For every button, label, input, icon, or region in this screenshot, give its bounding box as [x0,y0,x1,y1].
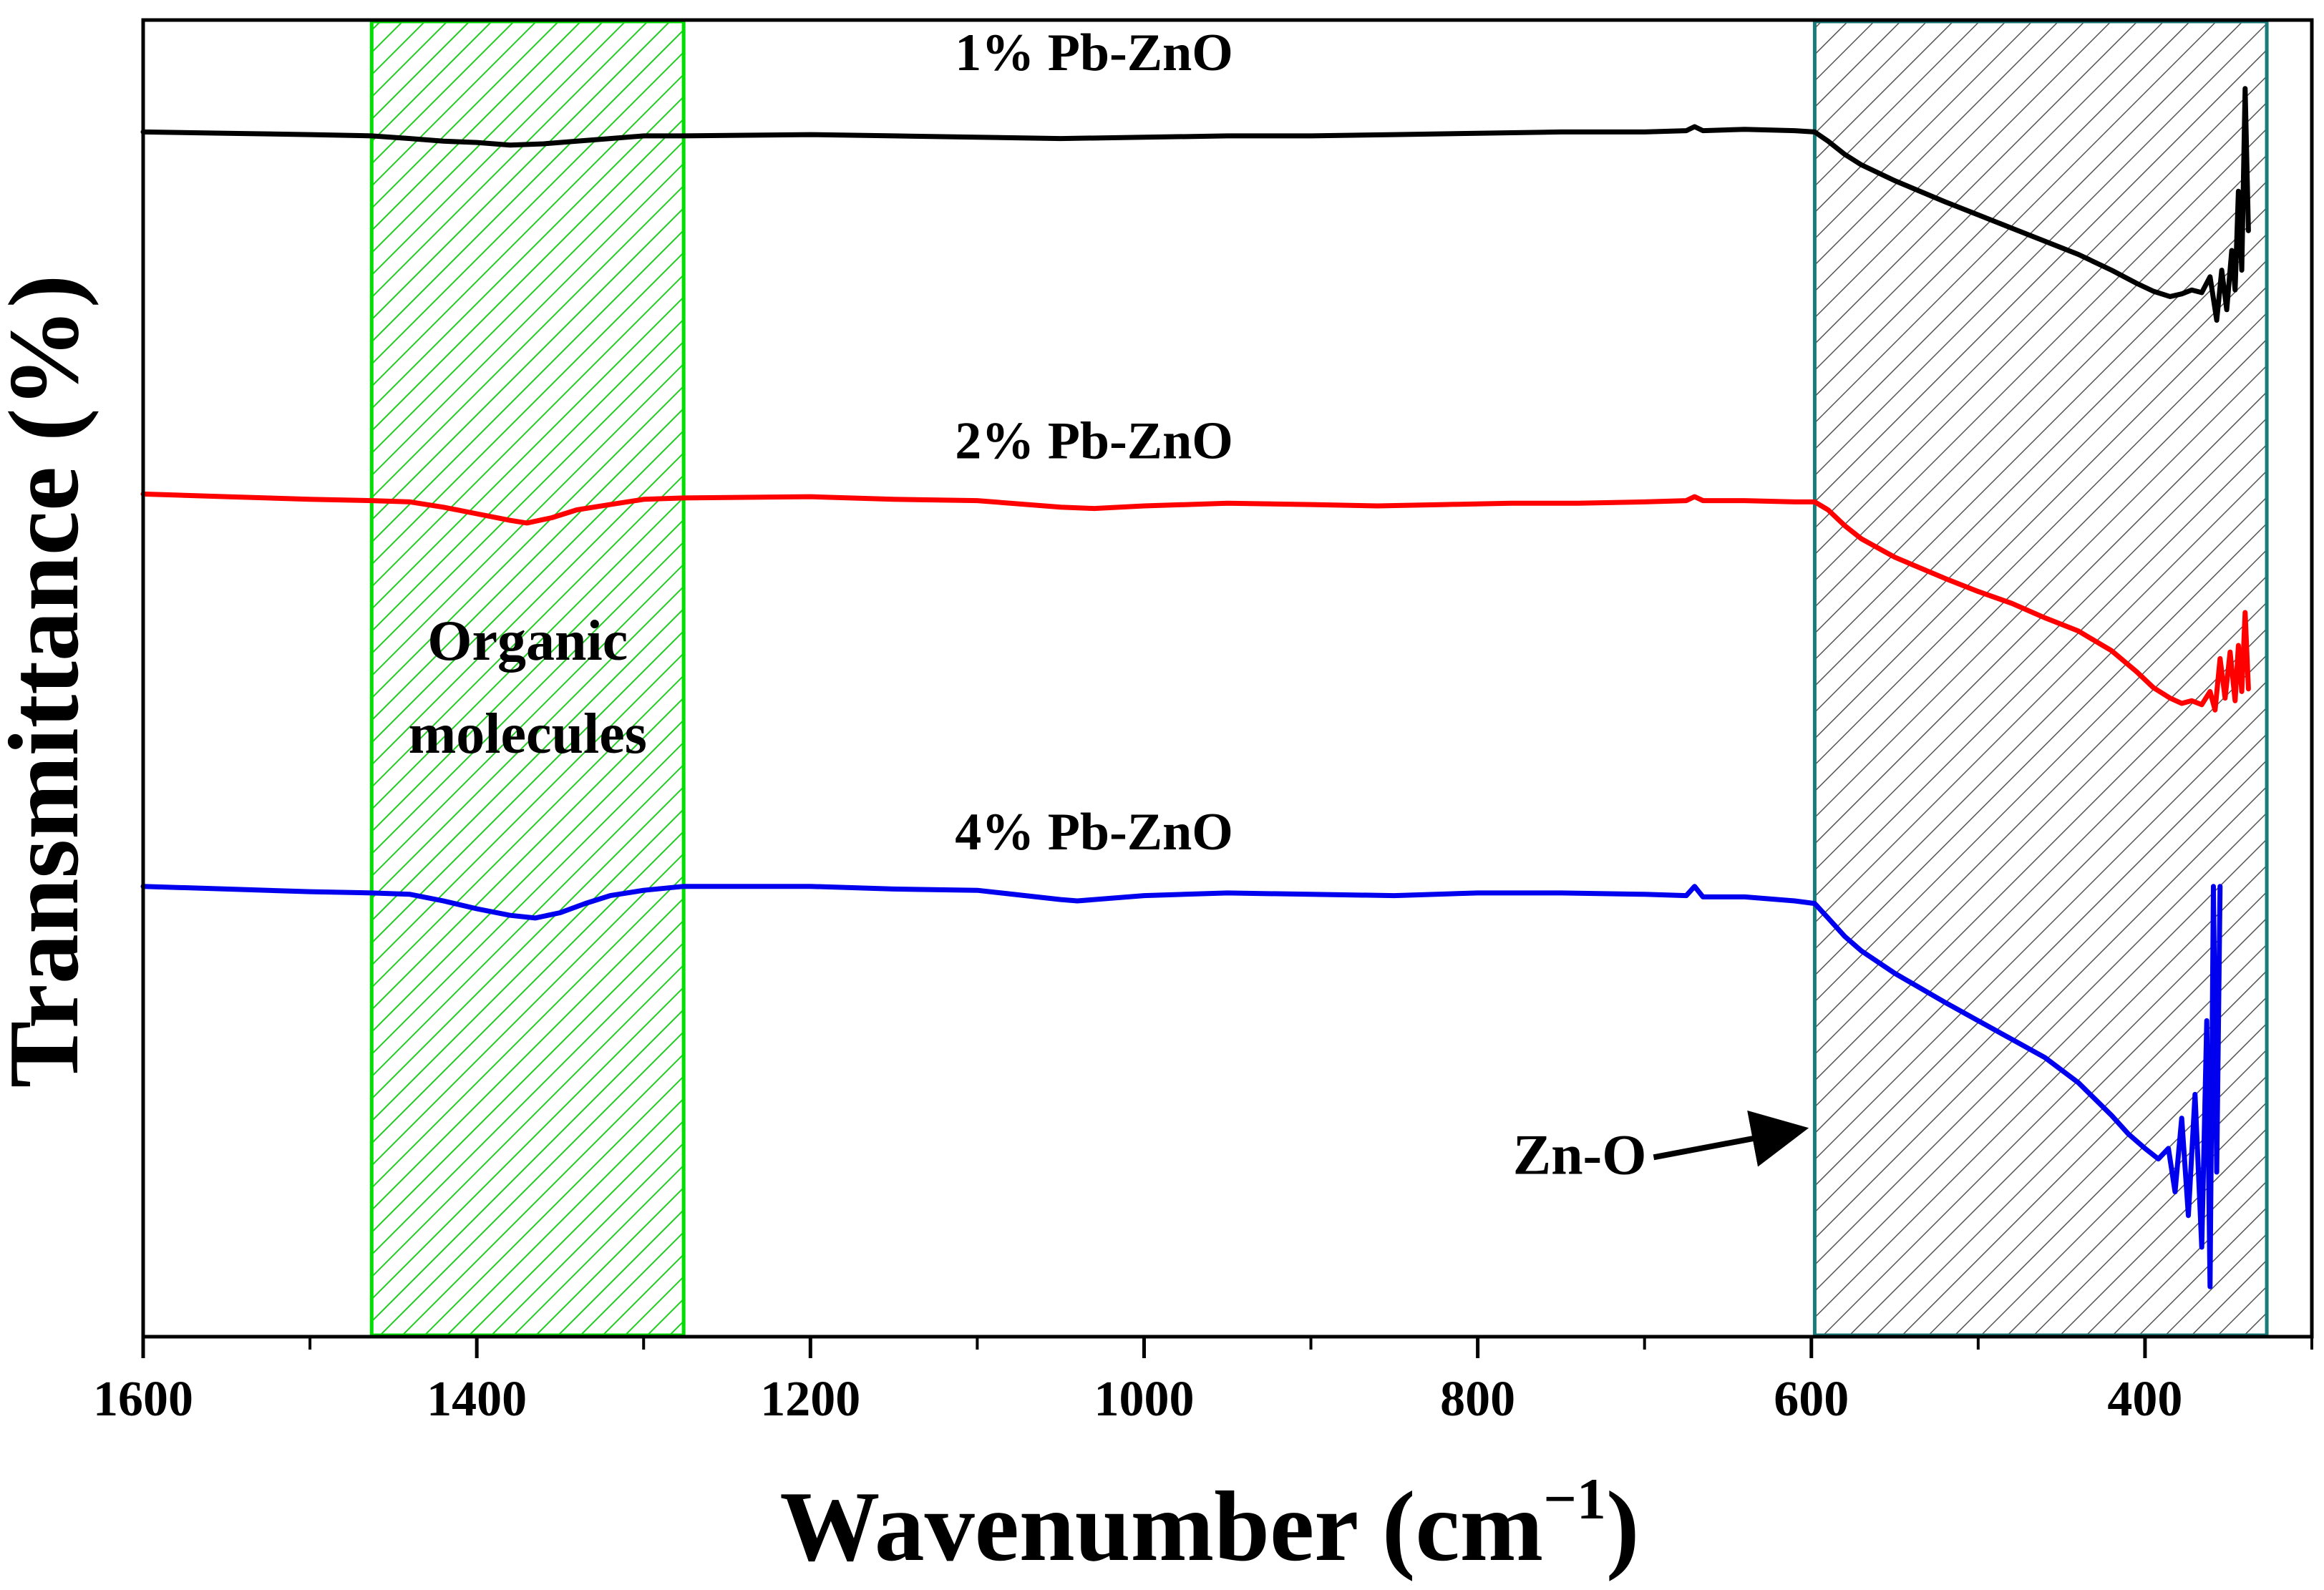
x-tick-label: 1600 [93,1372,193,1427]
x-tick-label: 800 [1440,1372,1515,1427]
x-axis-title-close: ) [1606,1471,1640,1582]
region-organic [369,19,686,1337]
x-tick-label: 600 [1774,1372,1849,1427]
x-axis-title-main: Wavenumber (cm [779,1471,1543,1582]
series-line-3 [140,884,2223,1289]
plot-frame [141,18,2314,1339]
x-axis-ticks [141,1337,2313,1358]
series-lines [140,86,2251,1289]
y-axis-title: Transmittance (%) [0,275,99,1088]
x-axis-title-superscript: −1 [1543,1466,1606,1531]
series-label-2: 2% Pb-ZnO [955,412,1233,471]
series-label-3: 4% Pb-ZnO [955,803,1233,862]
x-tick-label: 400 [2107,1372,2182,1427]
region-organic-label-1: molecules [409,703,647,766]
region-organic-label-0: Organic [427,610,628,673]
plot-border [141,18,2314,1339]
series-line-2 [140,491,2251,713]
series-line-1 [140,86,2251,323]
x-tick-label: 1000 [1094,1372,1194,1427]
chart-labels: Organic molecules 1% Pb-ZnO 2% Pb-ZnO 4% Pb-… [93,24,2182,1427]
x-tick-label: 1400 [427,1372,527,1427]
x-tick-label: 1200 [760,1372,860,1427]
annotation-arrow [1653,1110,1809,1167]
series-label-1: 1% Pb-ZnO [955,24,1233,82]
annotation-label: Zn-O [1513,1123,1647,1186]
x-axis-title: Wavenumber (cm−1) [779,1466,1639,1582]
